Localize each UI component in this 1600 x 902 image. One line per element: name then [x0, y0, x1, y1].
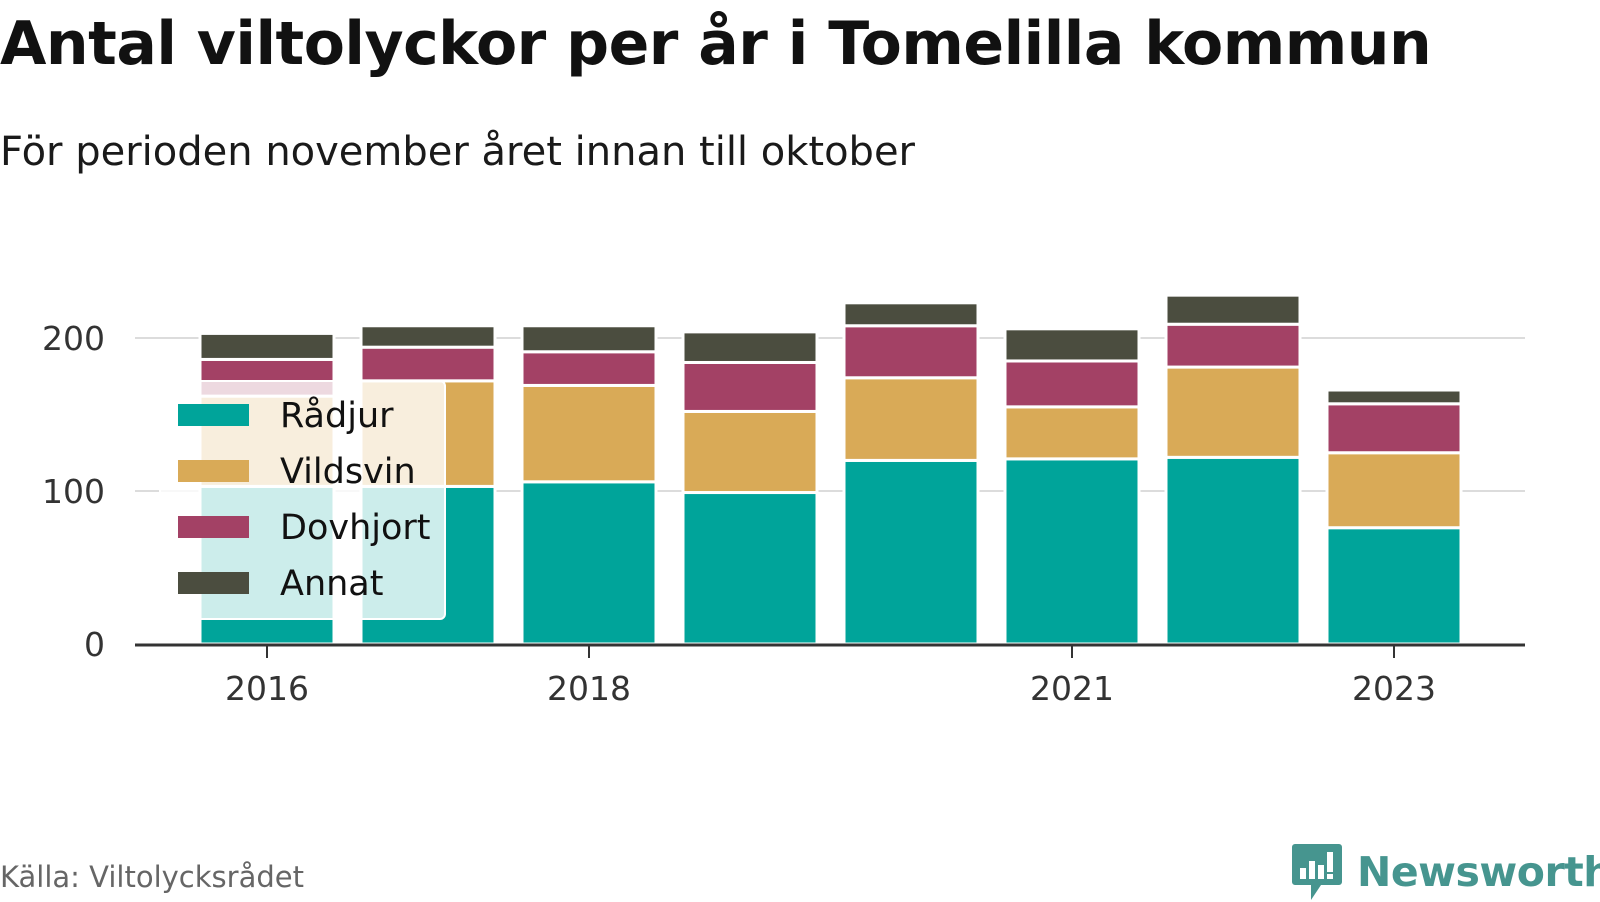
bar-segment: [1164, 365, 1302, 459]
bar-segment: [520, 383, 658, 484]
y-tick-label: 100: [42, 472, 105, 511]
bar-segment: [1325, 402, 1463, 455]
y-tick-label: 200: [42, 319, 105, 358]
bar-segment: [198, 331, 336, 361]
x-tick-label: 2023: [1352, 669, 1436, 708]
legend-label: Vildsvin: [280, 452, 416, 492]
bar-segment: [1325, 388, 1463, 406]
bar-segment: [1003, 327, 1141, 363]
legend-swatch: [178, 460, 249, 482]
bar-segment: [359, 324, 497, 349]
legend: Rådjur Vildsvin Dovhjort Annat: [159, 380, 446, 620]
axes: 0 100 200 2016 2018 2021 2023: [42, 319, 1525, 708]
brand-logo: Newsworthy: [1291, 842, 1600, 902]
legend-label: Dovhjort: [280, 508, 431, 548]
bar-segment: [842, 376, 980, 462]
bar-segment: [842, 458, 980, 646]
bar-segment: [681, 491, 819, 646]
legend-label: Rådjur: [280, 395, 394, 436]
legend-label: Annat: [280, 564, 383, 604]
legend-swatch: [178, 572, 249, 594]
bar-segment: [1164, 322, 1302, 369]
bar-segment: [681, 360, 819, 413]
legend-box: [159, 380, 446, 620]
bar-segment: [1325, 451, 1463, 530]
legend-swatch: [178, 404, 249, 426]
bar-segment: [681, 330, 819, 364]
brand-name: Newsworthy: [1357, 848, 1600, 896]
source-note: Källa: Viltolycksrådet: [0, 860, 304, 894]
bar-segment: [1003, 405, 1141, 461]
bar-segment: [359, 345, 497, 383]
bar-segment: [1003, 359, 1141, 409]
y-tick-label: 0: [84, 625, 105, 664]
bar-segment: [681, 409, 819, 495]
bar-segment: [842, 324, 980, 380]
bar-segment: [520, 324, 658, 354]
bar-segment: [1164, 293, 1302, 326]
bar-segment: [1003, 457, 1141, 646]
bar-segment: [1164, 455, 1302, 646]
chart-title: Antal viltolyckor per år i Tomelilla kom…: [0, 9, 1432, 79]
chart-subtitle: För perioden november året innan till ok…: [0, 129, 915, 175]
newsworthy-logo-icon: [1292, 844, 1342, 900]
legend-swatch: [178, 516, 249, 538]
x-tick-label: 2018: [547, 669, 631, 708]
bar-segment: [520, 350, 658, 387]
bar-segment: [842, 301, 980, 328]
x-tick-label: 2016: [225, 669, 309, 708]
x-tick-label: 2021: [1030, 669, 1114, 708]
bar-segment: [520, 480, 658, 646]
bar-segment: [1325, 526, 1463, 646]
